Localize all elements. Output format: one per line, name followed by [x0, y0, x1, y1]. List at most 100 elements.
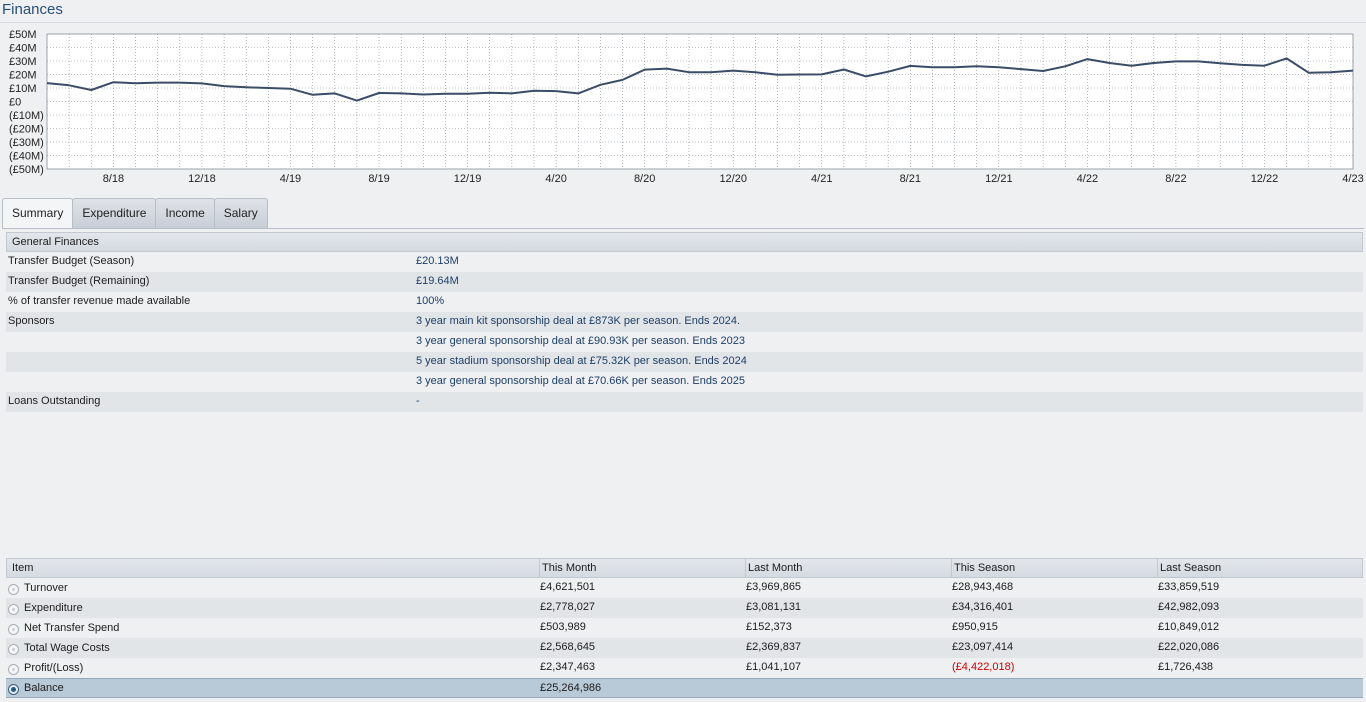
table-row-selected[interactable]: Balance £25,264,986	[6, 678, 1363, 698]
general-finances-list: Transfer Budget (Season) £20.13M Transfer…	[6, 252, 1363, 412]
y-tick-label: £30M	[9, 56, 37, 68]
general-row: Transfer Budget (Remaining) £19.64M	[6, 272, 1363, 292]
tab-salary[interactable]: Salary	[213, 198, 268, 228]
radio-selected-icon[interactable]	[8, 683, 19, 695]
column-header-last-season[interactable]: Last Season	[1157, 559, 1362, 577]
table-body: Turnover £4,621,501 £3,969,865 £28,943,4…	[6, 578, 1363, 698]
x-tick-label: 8/21	[900, 173, 921, 185]
column-header-this-month[interactable]: This Month	[539, 559, 745, 577]
column-header-item[interactable]: Item	[12, 562, 34, 574]
column-header-this-season[interactable]: This Season	[951, 559, 1157, 577]
cell-this-season	[950, 679, 1156, 697]
general-row: 3 year general sponsorship deal at £70.6…	[6, 372, 1363, 392]
table-row[interactable]: Total Wage Costs £2,568,645 £2,369,837 £…	[6, 638, 1363, 658]
general-row-label: Transfer Budget (Season)	[8, 255, 135, 267]
finance-history-chart: £50M £40M£30M £20M£10M £0(£10M) (£20M)(£30M)…	[9, 29, 1364, 185]
cell-last-month: £2,369,837	[746, 641, 802, 653]
general-row: 3 year general sponsorship deal at £90.9…	[6, 332, 1363, 352]
cell-last-season	[1156, 679, 1361, 697]
cell-this-month: £25,264,986	[540, 682, 602, 694]
general-finances-header: General Finances	[6, 232, 1363, 252]
row-item-label: Expenditure	[24, 601, 83, 614]
cell-last-season: £42,982,093	[1158, 601, 1220, 613]
cell-this-month: £2,778,027	[540, 601, 596, 613]
general-row: Sponsors 3 year main kit sponsorship deal…	[6, 312, 1363, 332]
table-row[interactable]: Net Transfer Spend £503,989 £152,373 £95…	[6, 618, 1363, 638]
plot-area	[46, 33, 1354, 170]
general-row: Loans Outstanding -	[6, 392, 1363, 412]
sponsor-deal[interactable]: 3 year general sponsorship deal at £70.6…	[416, 375, 746, 387]
y-tick-label: £40M	[9, 43, 37, 55]
y-tick-label: £50M	[9, 29, 37, 41]
x-tick-label: 8/20	[634, 173, 655, 185]
radio-icon[interactable]	[8, 623, 19, 635]
cell-last-season: £22,020,086	[1158, 641, 1220, 653]
finance-summary-table: Item This Month Last Month This Season L…	[6, 558, 1363, 698]
general-row: Transfer Budget (Season) £20.13M	[6, 252, 1363, 272]
column-header-last-month[interactable]: Last Month	[745, 559, 951, 577]
cell-this-season: £28,943,468	[952, 581, 1014, 593]
general-row-value: -	[416, 395, 420, 407]
general-row-label: Loans Outstanding	[8, 395, 101, 407]
general-row: % of transfer revenue made available 100%	[6, 292, 1363, 312]
x-tick-label: 8/19	[368, 173, 389, 185]
y-tick-label: (£50M)	[9, 164, 44, 176]
y-tick-label: (£40M)	[9, 151, 44, 163]
cell-this-month: £503,989	[540, 621, 586, 633]
radio-icon[interactable]	[8, 643, 19, 655]
y-tick-label: £0	[9, 97, 21, 109]
x-tick-label: 8/18	[103, 173, 124, 185]
general-row-value: £20.13M	[416, 255, 459, 267]
x-tick-label: 12/20	[719, 173, 747, 185]
radio-icon[interactable]	[8, 663, 19, 675]
cell-last-season: £33,859,519	[1158, 581, 1220, 593]
cell-this-month: £4,621,501	[540, 581, 596, 593]
cell-this-season: £950,915	[952, 621, 998, 633]
y-tick-label: (£20M)	[9, 124, 44, 136]
radio-icon[interactable]	[8, 603, 19, 615]
cell-last-month: £3,969,865	[746, 581, 802, 593]
cell-last-month: £152,373	[746, 621, 792, 633]
tab-summary[interactable]: Summary	[2, 198, 74, 229]
x-tick-label: 4/21	[811, 173, 832, 185]
general-row-value: £19.64M	[416, 275, 459, 287]
cell-this-season: £23,097,414	[952, 641, 1014, 653]
table-row[interactable]: Expenditure £2,778,027 £3,081,131 £34,31…	[6, 598, 1363, 618]
cell-last-season: £10,849,012	[1158, 621, 1220, 633]
sponsor-deal[interactable]: 5 year stadium sponsorship deal at £75.3…	[416, 355, 747, 367]
general-row-label	[6, 372, 416, 392]
general-row: 5 year stadium sponsorship deal at £75.3…	[6, 352, 1363, 372]
general-row-label: Sponsors	[8, 315, 55, 327]
row-item: Turnover	[6, 578, 538, 598]
y-tick-label: £10M	[9, 83, 37, 95]
tab-income[interactable]: Income	[155, 198, 215, 228]
table-row[interactable]: Turnover £4,621,501 £3,969,865 £28,943,4…	[6, 578, 1363, 598]
tab-bar: Summary Expenditure Income Salary	[2, 198, 268, 229]
radio-icon[interactable]	[8, 583, 19, 595]
general-row-label	[6, 332, 416, 352]
x-tick-label: 4/23	[1342, 173, 1363, 185]
sponsor-deal[interactable]: 3 year general sponsorship deal at £90.9…	[416, 335, 746, 347]
title-divider	[0, 22, 1366, 23]
cell-this-season: £34,316,401	[952, 601, 1014, 613]
tab-panel	[2, 228, 1364, 700]
cell-last-month	[744, 679, 950, 697]
balance-series-line	[46, 57, 1354, 102]
row-item-label: Profit/(Loss)	[24, 661, 84, 674]
row-item-label: Turnover	[24, 581, 68, 594]
general-row-label: Transfer Budget (Remaining)	[8, 275, 150, 287]
x-tick-label: 4/20	[545, 173, 566, 185]
general-row-label: % of transfer revenue made available	[8, 295, 191, 307]
cell-last-month: £3,081,131	[746, 601, 802, 613]
x-tick-label: 12/21	[985, 173, 1013, 185]
x-tick-label: 8/22	[1165, 173, 1186, 185]
tab-expenditure[interactable]: Expenditure	[72, 198, 157, 228]
row-item: Total Wage Costs	[6, 638, 538, 658]
x-tick-label: 12/22	[1251, 173, 1279, 185]
cell-this-month: £2,568,645	[540, 641, 596, 653]
general-row-value: 100%	[416, 295, 445, 307]
y-tick-label: (£30M)	[9, 137, 44, 149]
y-tick-label: £20M	[9, 70, 37, 82]
table-row[interactable]: Profit/(Loss) £2,347,463 £1,041,107 (£4,…	[6, 658, 1363, 678]
sponsor-deal[interactable]: 3 year main kit sponsorship deal at £873…	[416, 315, 741, 327]
